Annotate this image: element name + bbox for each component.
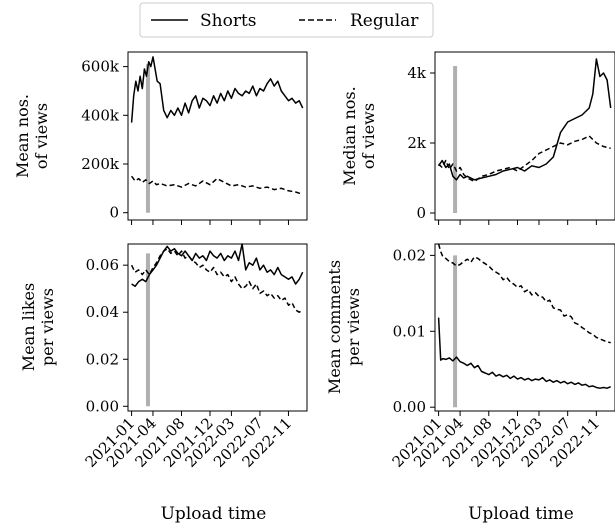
y-tick-label: 200k bbox=[81, 155, 120, 173]
y-axis-label-line: of views bbox=[359, 103, 378, 169]
y-tick-label: 2k bbox=[407, 134, 427, 152]
y-tick-label: 400k bbox=[81, 106, 120, 124]
series-line-regular bbox=[438, 135, 611, 183]
axes-frame bbox=[434, 243, 615, 412]
y-axis-label: Mean nos.of views bbox=[13, 94, 51, 178]
y-tick-label: 0.06 bbox=[86, 256, 119, 274]
y-axis-label-line: Mean comments bbox=[325, 260, 344, 394]
legend-label-regular: Regular bbox=[350, 11, 419, 31]
legend: Shorts Regular bbox=[139, 2, 434, 38]
y-axis-label-line: Mean likes bbox=[19, 283, 38, 371]
axes-frame bbox=[127, 51, 308, 221]
series-line-shorts bbox=[130, 56, 304, 123]
panel-2: 0 2k 4k Median nos.of views bbox=[340, 51, 615, 225]
panel-1: 0 200k 400k 600k Mean nos.of views bbox=[13, 51, 308, 225]
y-tick-label: 0.02 bbox=[393, 246, 426, 264]
legend-frame bbox=[139, 2, 434, 38]
series-line-shorts bbox=[131, 243, 304, 288]
y-axis-label-line: Mean nos. bbox=[13, 94, 32, 178]
legend-label-shorts: Shorts bbox=[200, 11, 257, 31]
axes-frame bbox=[434, 51, 615, 221]
y-axis-label: Median nos.of views bbox=[340, 86, 378, 185]
y-tick-label: 0 bbox=[416, 204, 426, 222]
axes-frame bbox=[127, 243, 308, 412]
y-tick-label: 0.00 bbox=[393, 398, 426, 416]
series-line-regular bbox=[130, 175, 303, 196]
y-axis-label-line: per views bbox=[38, 288, 57, 366]
y-tick-label: 0.04 bbox=[86, 303, 119, 321]
y-tick-label: 0.02 bbox=[86, 350, 119, 368]
x-axis-label: Upload time bbox=[468, 504, 574, 524]
y-axis-label: Mean commentsper views bbox=[325, 260, 363, 394]
y-axis-label-line: of views bbox=[32, 103, 51, 169]
y-tick-label: 600k bbox=[81, 58, 120, 76]
y-axis-label-line: per views bbox=[344, 288, 363, 366]
series-line-shorts bbox=[437, 317, 611, 389]
series-line-regular bbox=[130, 247, 304, 313]
y-axis-label: Mean likesper views bbox=[19, 283, 57, 371]
x-axis-label: Upload time bbox=[161, 504, 267, 524]
series-line-shorts bbox=[437, 58, 612, 181]
y-tick-label: 4k bbox=[407, 64, 427, 82]
y-tick-label: 0.01 bbox=[393, 322, 426, 340]
y-axis-label-line: Median nos. bbox=[340, 86, 359, 185]
y-tick-label: 0.00 bbox=[86, 397, 119, 415]
series-line-regular bbox=[437, 243, 611, 344]
y-tick-label: 0 bbox=[109, 204, 119, 222]
